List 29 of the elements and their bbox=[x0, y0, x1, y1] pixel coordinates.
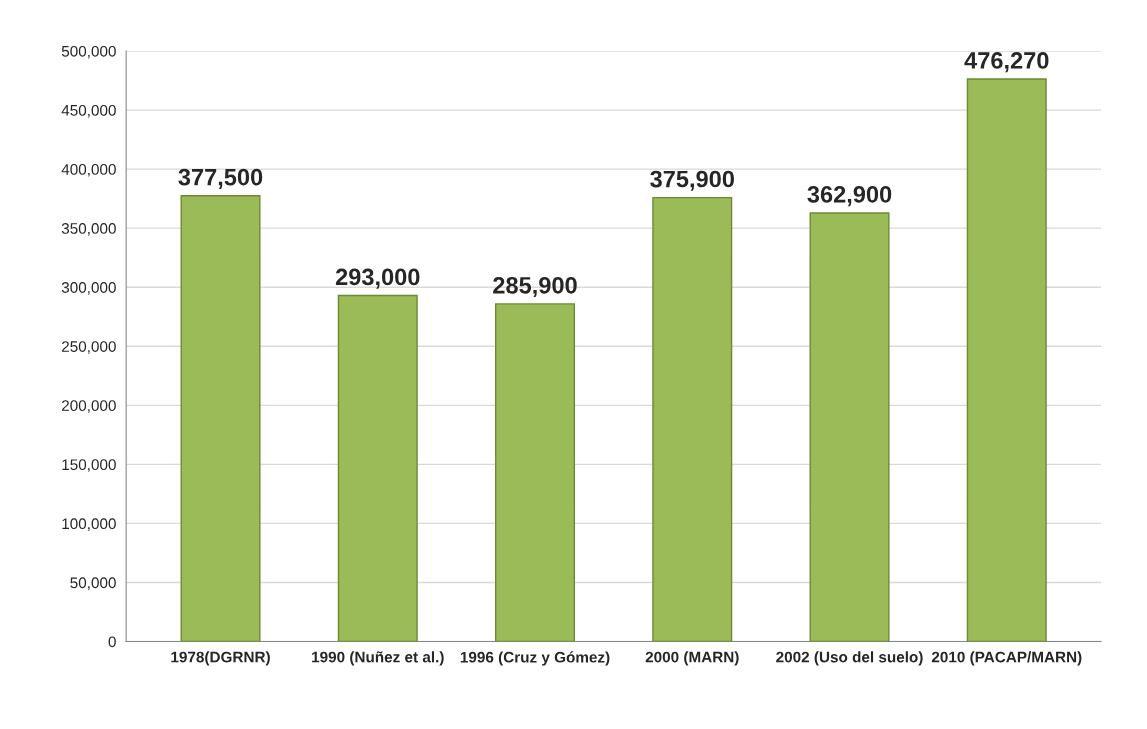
bar bbox=[809, 212, 890, 642]
bar bbox=[495, 303, 576, 642]
y-tick-label: 450,000 bbox=[61, 104, 116, 118]
y-tick-label: 500,000 bbox=[61, 45, 116, 59]
bar bbox=[337, 294, 418, 642]
bar bbox=[966, 78, 1047, 642]
data-label: 293,000 bbox=[335, 268, 420, 289]
x-tick-label: 1990 (Nuñez et al.) bbox=[312, 651, 444, 666]
y-tick-label: 350,000 bbox=[61, 223, 116, 236]
y-tick-label: 0 bbox=[108, 636, 116, 648]
y-tick-label: 400,000 bbox=[61, 164, 116, 177]
x-tick-label: 2000 (MARN) bbox=[645, 651, 739, 666]
bar bbox=[652, 196, 733, 642]
x-tick-label: 1978(DGRNR) bbox=[171, 651, 270, 666]
y-tick-label: 250,000 bbox=[62, 341, 116, 354]
data-label: 476,270 bbox=[964, 52, 1049, 73]
y-tick-label: 50,000 bbox=[70, 577, 116, 590]
y-tick-label: 200,000 bbox=[62, 400, 116, 413]
data-label: 375,900 bbox=[650, 170, 734, 191]
x-tick-label: 1996 (Cruz y Gómez) bbox=[460, 651, 610, 666]
data-label: 377,500 bbox=[178, 168, 263, 189]
y-tick-label: 150,000 bbox=[62, 459, 116, 472]
x-tick-label: 2010 (PACAP/MARN) bbox=[931, 651, 1082, 666]
y-tick-label: 300,000 bbox=[61, 282, 116, 295]
data-label: 362,900 bbox=[807, 186, 892, 207]
data-label: 285,900 bbox=[493, 276, 577, 298]
bar bbox=[180, 195, 261, 642]
y-tick-label: 100,000 bbox=[62, 518, 116, 531]
x-tick-label: 2002 (Uso del suelo) bbox=[776, 651, 923, 666]
